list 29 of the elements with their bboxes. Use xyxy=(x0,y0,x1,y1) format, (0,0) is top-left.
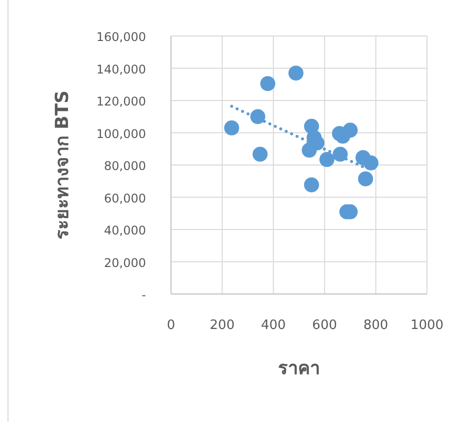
y-tick-label: 20,000 xyxy=(104,256,146,270)
point xyxy=(319,152,334,168)
point xyxy=(332,146,348,162)
y-tick-label: - xyxy=(142,288,146,302)
point xyxy=(260,76,276,92)
point xyxy=(288,66,304,81)
y-tick-label: 100,000 xyxy=(96,126,146,141)
point xyxy=(302,142,317,158)
y-tick-label: 160,000 xyxy=(96,30,146,44)
x-tick-label: 200 xyxy=(210,318,235,333)
x-tick-label: 800 xyxy=(363,318,388,333)
x-tick-label: 600 xyxy=(312,318,338,333)
point xyxy=(363,155,378,170)
point xyxy=(304,177,320,192)
point xyxy=(252,146,268,162)
x-axis-title: ราคา xyxy=(278,358,320,379)
y-tick-label: 140,000 xyxy=(96,62,146,76)
y-tick-label: 60,000 xyxy=(104,191,146,206)
x-tick-label: 0 xyxy=(166,318,176,333)
point xyxy=(224,120,240,136)
y-tick-label: 80,000 xyxy=(104,159,146,173)
y-tick-label: 40,000 xyxy=(104,224,146,238)
y-tick-label: 120,000 xyxy=(96,94,146,108)
point xyxy=(358,171,374,186)
point xyxy=(250,109,266,124)
point xyxy=(342,122,358,138)
y-axis-title: ระยะทางจาก BTS xyxy=(52,90,73,240)
x-tick-label: 1000 xyxy=(410,318,444,333)
x-tick-label: 400 xyxy=(260,318,286,333)
